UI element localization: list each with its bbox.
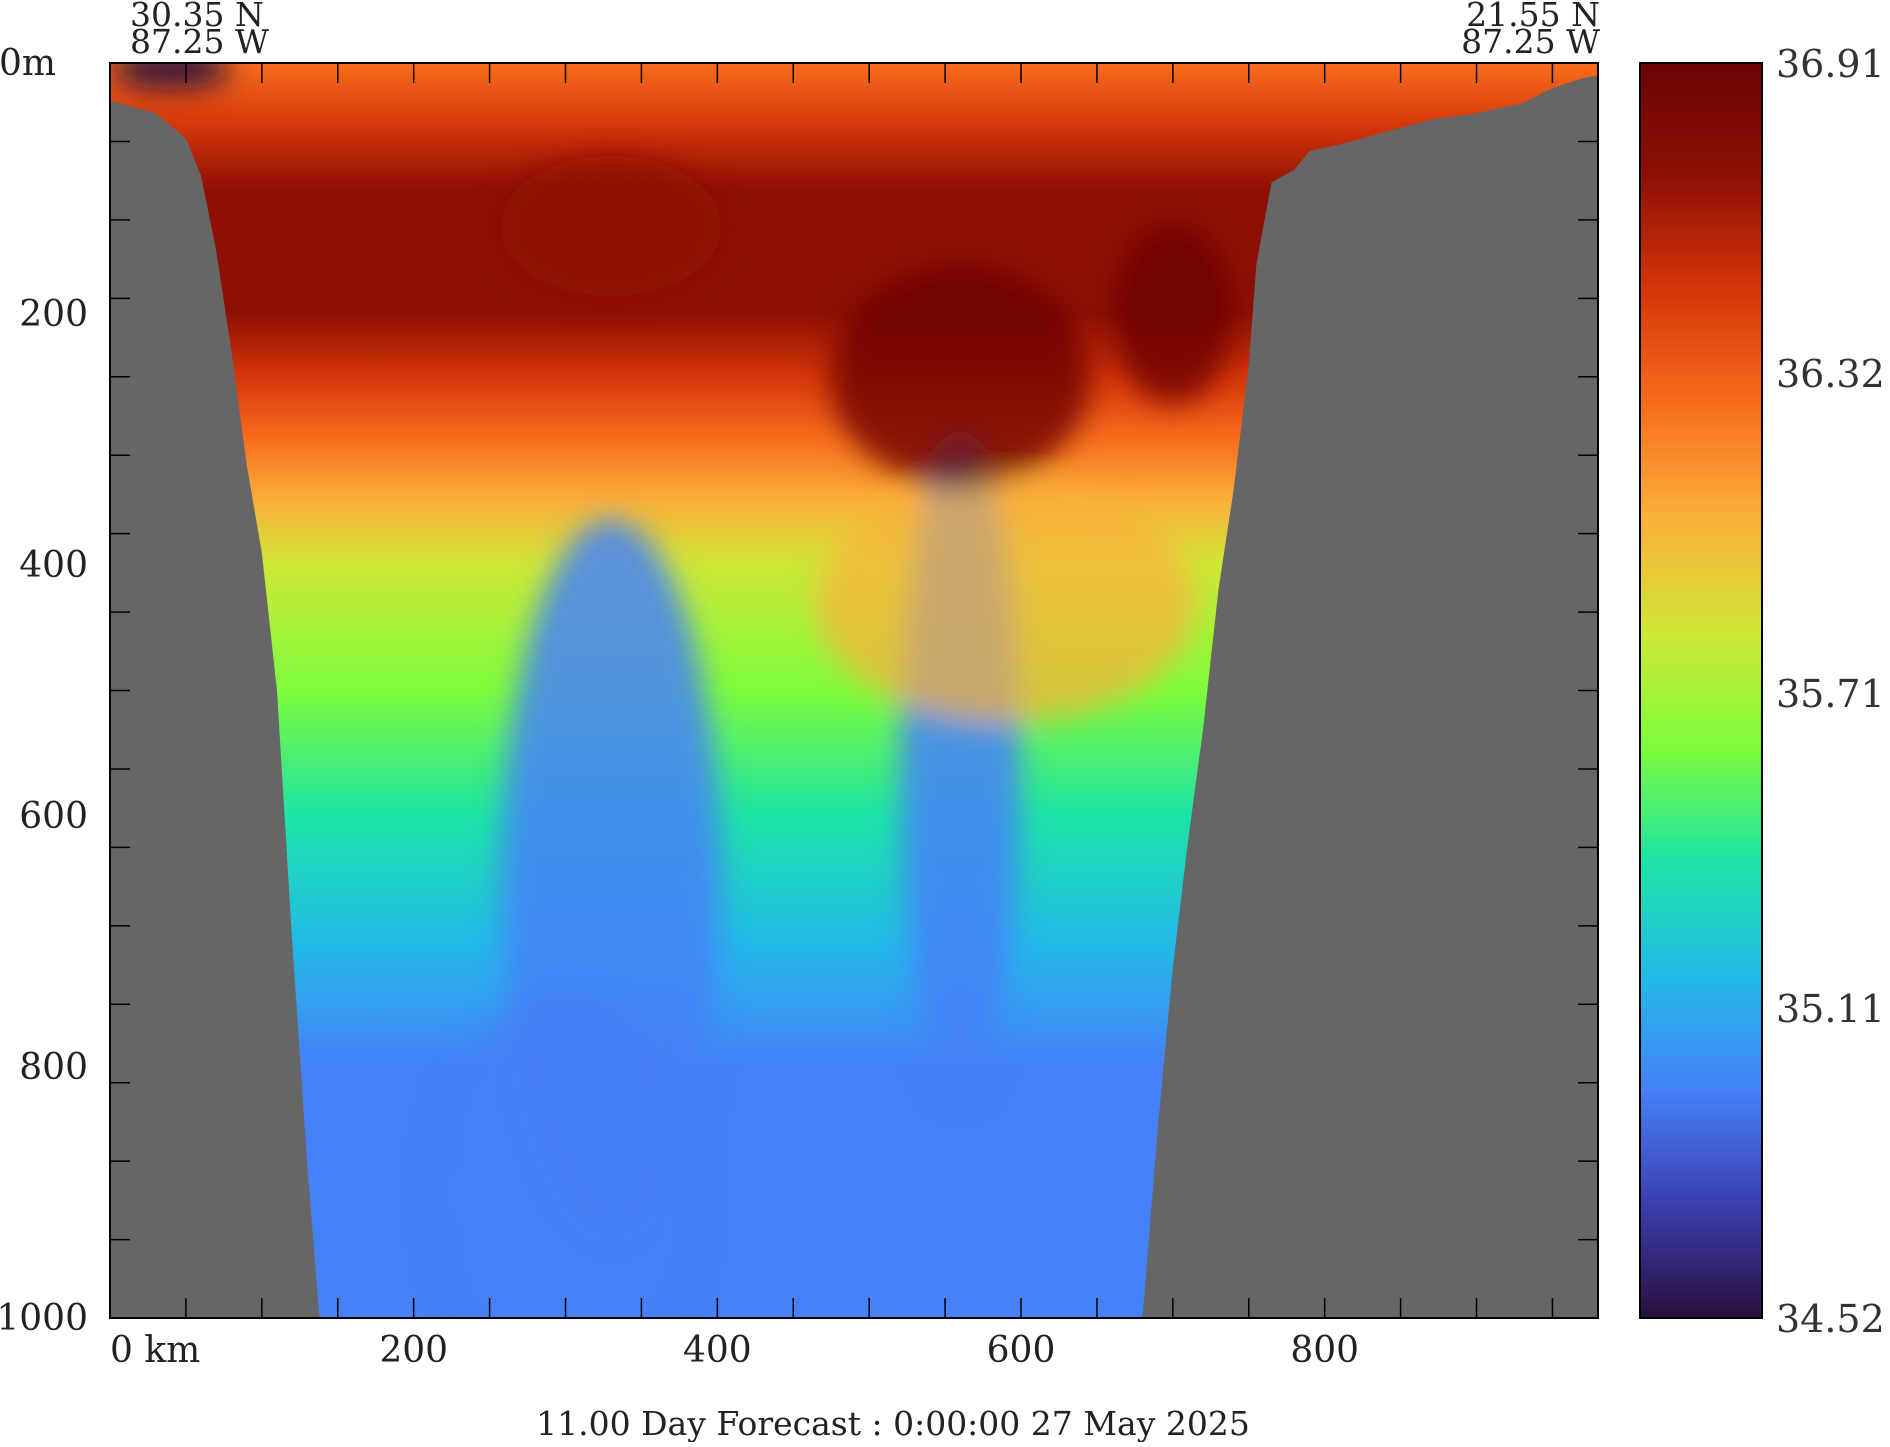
seafloor-land [110,63,1598,1318]
start-lon-label: 87.25 W [130,22,269,61]
x-axis-labels: 0 km 200 400 600 800 [110,1330,1359,1371]
forecast-caption: 11.00 Day Forecast : 0:00:00 27 May 2025 [536,1404,1250,1442]
colorbar-labels: 36.91 36.32 35.71 35.11 34.52 [1776,42,1885,1341]
colorbar-tick-label: 34.52 [1776,1297,1885,1341]
y-tick-label: 400 [19,545,88,586]
colorbar-tick-label: 35.71 [1776,672,1885,716]
colorbar [1639,62,1763,1319]
colorbar-tick-label: 35.11 [1776,987,1885,1031]
end-lon-label: 87.25 W [1461,22,1600,61]
y-tick-label: 600 [19,796,88,837]
end-lat-label: 21.55 N [1466,0,1600,34]
y-axis-labels: 0m 200 400 600 800 1000 [0,43,88,1339]
y-tick-label: 1000 [0,1298,88,1339]
start-lat-label: 30.35 N [130,0,264,34]
colorbar-tick-label: 36.91 [1776,42,1885,86]
x-tick-label: 200 [379,1330,448,1371]
x-tick-label: 600 [987,1330,1056,1371]
x-tick-label: 0 km [110,1330,200,1371]
colorbar-tick-label: 36.32 [1776,352,1885,396]
x-tick-label: 800 [1290,1330,1359,1371]
y-tick-label: 800 [19,1047,88,1088]
x-tick-label: 400 [683,1330,752,1371]
y-tick-label: 0m [0,43,56,84]
axis-ticks [110,62,1598,1319]
y-tick-label: 200 [19,294,88,335]
